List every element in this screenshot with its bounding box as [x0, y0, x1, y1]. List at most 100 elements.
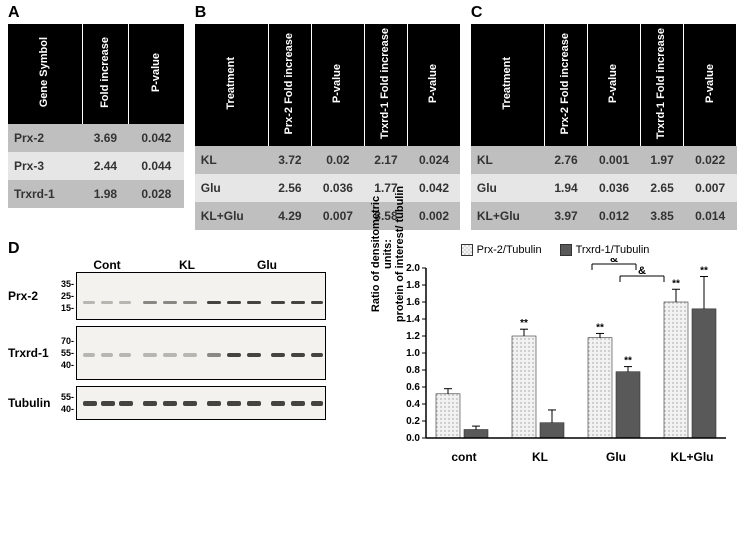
cell: 0.012	[588, 202, 641, 230]
cell: 0.028	[128, 180, 184, 208]
band	[183, 401, 197, 406]
cell: 2.76	[544, 146, 587, 174]
cell: Prx-3	[8, 152, 82, 180]
bracket-label: &	[638, 265, 646, 277]
band	[119, 353, 131, 357]
band	[247, 401, 261, 406]
panel-d-gels: D ContKLGluPrx-235-25-15-Trxrd-170-55-40…	[8, 244, 368, 464]
table-row: Prx-23.690.042	[8, 124, 184, 152]
cell: 0.001	[588, 146, 641, 174]
cell: 1.97	[640, 146, 683, 174]
table-row: KL3.720.022.170.024	[195, 146, 461, 174]
band	[291, 301, 305, 304]
cell: 4.29	[268, 202, 311, 230]
x-axis-labels: contKLGluKL+Glu	[426, 450, 730, 464]
band	[227, 301, 241, 304]
cell: 0.014	[684, 202, 737, 230]
svg-text:0.6: 0.6	[406, 382, 420, 393]
col-header: P-value	[408, 24, 461, 146]
cell: KL+Glu	[471, 202, 544, 230]
svg-text:0.2: 0.2	[406, 416, 420, 427]
bracket-label: &	[610, 258, 618, 265]
band	[83, 401, 97, 406]
cell: Prx-2	[8, 124, 82, 152]
cell: KL	[471, 146, 544, 174]
band	[227, 401, 241, 406]
panel-a-label: A	[8, 4, 20, 22]
table-b: TreatmentPrx-2 Fold increaseP-valueTrxrd…	[195, 24, 461, 230]
panel-d-label: D	[8, 240, 20, 258]
sig-marker: **	[596, 323, 604, 334]
bar	[464, 430, 488, 439]
gel-blot	[76, 272, 326, 320]
cell: 0.024	[408, 146, 461, 174]
cell: 0.022	[684, 146, 737, 174]
svg-text:0.0: 0.0	[406, 433, 420, 444]
cell: 0.02	[312, 146, 365, 174]
cell: 0.002	[408, 202, 461, 230]
panel-c-label: C	[471, 4, 483, 22]
col-header: P-value	[684, 24, 737, 146]
marker: 40-	[56, 404, 74, 414]
legend-label: Trxrd-1/Tubulin	[576, 244, 650, 256]
table-row: KL+Glu3.970.0123.850.014	[471, 202, 737, 230]
cell: 0.044	[128, 152, 184, 180]
band	[101, 401, 115, 406]
marker: 55-	[56, 348, 74, 358]
sig-marker: **	[624, 356, 632, 367]
gel-blot	[76, 386, 326, 420]
band	[207, 301, 221, 304]
legend-swatch	[461, 244, 473, 256]
cell: 0.036	[312, 174, 365, 202]
col-header: P-value	[588, 24, 641, 146]
x-tick-label: KL	[505, 450, 575, 464]
sig-marker: **	[700, 266, 708, 277]
marker: 15-	[56, 303, 74, 313]
band	[143, 301, 157, 304]
cell: 2.65	[640, 174, 683, 202]
band	[311, 401, 323, 406]
col-header: Treatment	[471, 24, 544, 146]
sig-marker: **	[520, 318, 528, 329]
bar	[588, 338, 612, 438]
cell: KL	[195, 146, 268, 174]
svg-text:0.4: 0.4	[406, 399, 420, 410]
band	[163, 353, 177, 357]
cell: 3.97	[544, 202, 587, 230]
cell: KL+Glu	[195, 202, 268, 230]
bar	[512, 336, 536, 438]
col-header: Prx-2 Fold increase	[544, 24, 587, 146]
col-header: Trxrd-1 Fold increase	[364, 24, 407, 146]
x-tick-label: Glu	[581, 450, 651, 464]
cell: 0.007	[684, 174, 737, 202]
cell: 1.94	[544, 174, 587, 202]
band	[183, 301, 197, 304]
cell: 0.042	[408, 174, 461, 202]
cell: Glu	[195, 174, 268, 202]
table-row: Glu2.560.0361.770.042	[195, 174, 461, 202]
svg-text:2.0: 2.0	[406, 263, 420, 274]
legend-item: Trxrd-1/Tubulin	[560, 244, 650, 256]
cell: 3.85	[640, 202, 683, 230]
marker: 35-	[56, 279, 74, 289]
marker: 55-	[56, 392, 74, 402]
bar	[540, 423, 564, 438]
band	[271, 353, 285, 357]
cell: 0.042	[128, 124, 184, 152]
marker: 25-	[56, 291, 74, 301]
panel-b-label: B	[195, 4, 207, 22]
lane-label: Cont	[78, 258, 136, 272]
marker: 40-	[56, 360, 74, 370]
band	[271, 401, 285, 406]
cell: 3.72	[268, 146, 311, 174]
table-row: KL+Glu4.290.0073.580.002	[195, 202, 461, 230]
band	[119, 401, 133, 406]
band	[119, 301, 131, 304]
panel-b: B TreatmentPrx-2 Fold increaseP-valueTrx…	[195, 8, 461, 230]
marker: 70-	[56, 336, 74, 346]
band	[207, 401, 221, 406]
x-tick-label: cont	[429, 450, 499, 464]
table-row: Glu1.940.0362.650.007	[471, 174, 737, 202]
bar	[664, 302, 688, 438]
band	[227, 353, 241, 357]
